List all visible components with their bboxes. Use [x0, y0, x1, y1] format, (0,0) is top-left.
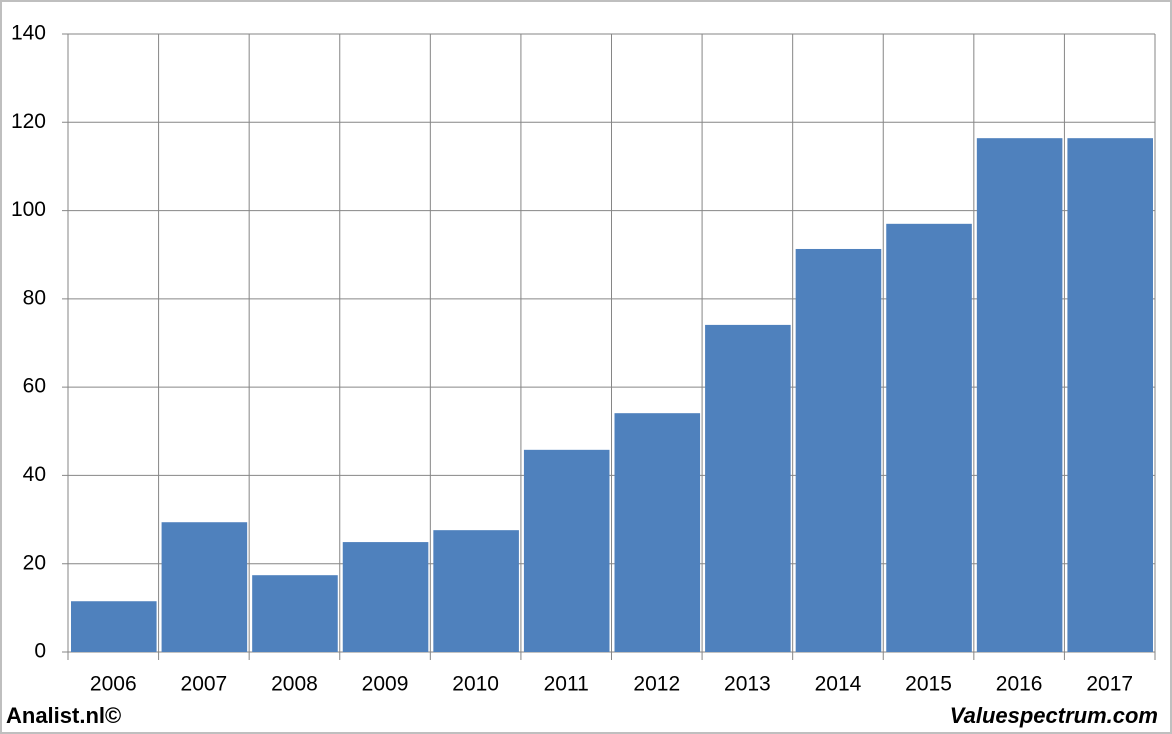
- bar: [252, 575, 338, 652]
- bar: [1067, 138, 1153, 653]
- footer-left: Analist.nl©: [6, 703, 121, 728]
- y-tick-label: 100: [11, 198, 46, 221]
- x-tick-label: 2006: [90, 673, 137, 696]
- x-tick-label: 2007: [181, 673, 228, 696]
- y-tick-label: 20: [23, 551, 46, 574]
- footer-right: Valuespectrum.com: [950, 703, 1158, 728]
- x-tick-label: 2011: [544, 673, 589, 696]
- bar: [433, 530, 519, 652]
- x-tick-label: 2016: [996, 673, 1043, 696]
- y-tick-label: 80: [23, 286, 46, 309]
- bar: [523, 449, 610, 652]
- bar: [795, 248, 882, 652]
- x-tick-label: 2009: [362, 673, 409, 696]
- x-tick-label: 2012: [633, 673, 680, 696]
- bar: [614, 413, 701, 652]
- x-tick-label: 2014: [815, 673, 862, 696]
- x-tick-label: 2010: [452, 673, 499, 696]
- y-tick-label: 40: [23, 463, 46, 486]
- y-tick-label: 60: [23, 375, 46, 398]
- x-tick-label: 2015: [905, 673, 952, 696]
- bar: [976, 138, 1063, 653]
- bar: [71, 601, 157, 652]
- x-tick-label: 2013: [724, 673, 771, 696]
- y-tick-label: 0: [34, 640, 46, 663]
- y-tick-label: 120: [11, 110, 46, 133]
- x-tick-label: 2008: [271, 673, 318, 696]
- x-tick-label: 2017: [1086, 673, 1133, 696]
- bar: [886, 223, 972, 653]
- bar: [342, 542, 429, 652]
- bar: [161, 522, 248, 652]
- y-tick-label: 140: [11, 22, 46, 45]
- bar: [705, 324, 791, 652]
